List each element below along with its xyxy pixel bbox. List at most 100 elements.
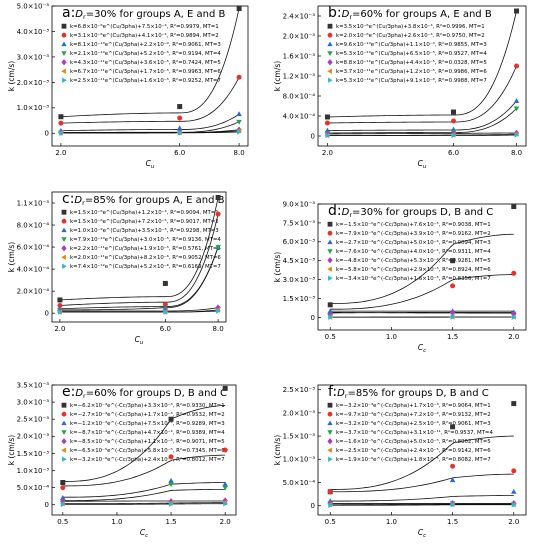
x-tick-label: 6.0 — [448, 149, 459, 157]
fit-curve-1 — [330, 435, 514, 490]
fit-curve-3 — [62, 482, 226, 498]
y-tick-label: 1.5×10⁻³ — [17, 450, 50, 458]
legend-marker-6 — [327, 447, 332, 453]
y-tick-label: 1.0×10⁻³ — [283, 456, 316, 464]
y-tick-label: 0 — [45, 130, 49, 138]
legend-entry-7: k=5.3×10⁻¹²e^(Cu/3pha)+9.1×10⁻⁶, R²=0.99… — [336, 77, 487, 84]
panel-e: 0.5 1.0 1.5 2.0 0 5.0×10⁻⁴ 1.0×10⁻³ 1.5×10⁻³ 2.0… — [7, 381, 237, 539]
plot-frame — [317, 384, 527, 516]
point-mt3 — [449, 477, 456, 483]
point-mt2 — [327, 489, 333, 495]
point-mt7 — [450, 314, 456, 320]
point-mt2 — [511, 468, 517, 474]
legend-entry-7: k=2.5×10⁻¹¹e^(Cu/3pha)+1.6×10⁻⁵, R²=0.92… — [70, 77, 221, 84]
y-tick-label: 2.5×10⁻³ — [17, 416, 50, 424]
fit-curve-2 — [327, 65, 517, 124]
point-mt1 — [215, 195, 221, 201]
y-tick-label: 1.5×10⁻³ — [283, 432, 316, 440]
y-tick-label: 4.0×10⁻⁴ — [17, 266, 50, 274]
legend-entry-4: k=−8.7×10⁻⁴e^(-Cc/3pha)+4.7×10⁻⁴, R²=0.9… — [70, 429, 225, 436]
fit-curve-5 — [327, 132, 517, 135]
legend-entry-7: k=−1.9×10⁻⁶e^(-Cc/3pha)+1.8×10⁻⁵, R²=0.8… — [336, 456, 491, 463]
point-mt7 — [216, 308, 221, 314]
legend-entry-6: k=2.0×10⁻¹¹e^(Cu/3pha)+8.2×10⁻⁶, R²=0.90… — [70, 254, 221, 261]
fit-curves — [327, 10, 517, 136]
legend-marker-5 — [61, 245, 67, 252]
fit-curve-1 — [327, 10, 517, 118]
x-tick-label: 2.0 — [322, 149, 333, 157]
x-tick-label: 1.5 — [447, 518, 458, 526]
legend: k=−3.2×10⁻³e^(-Cc/3pha)+1.7×10⁻³, R²=0.9… — [327, 402, 493, 463]
point-mt2 — [215, 211, 221, 217]
point-mt3 — [60, 495, 66, 500]
y-tick-label: 6.0×10⁻³ — [283, 238, 316, 246]
y-tick-label: 5.0×10⁻⁴ — [283, 479, 316, 487]
point-mt7 — [328, 314, 334, 321]
point-mt1 — [222, 385, 228, 391]
y-tick-label: 0 — [45, 501, 49, 509]
legend-marker-6 — [61, 447, 66, 453]
legend-entry-6: k=3.7×10⁻¹¹e^(Cu/3pha)+1.2×10⁻⁵, R²=0.99… — [336, 68, 487, 75]
x-tick-label: 1.0 — [386, 333, 397, 341]
fit-curves — [60, 8, 240, 134]
point-mt3 — [511, 488, 517, 494]
legend-marker-3 — [327, 420, 333, 426]
legend-entry-4: k=−7.6×10⁻⁴e^(-Cc/3pha)+4.0×10⁻⁴, R²=0.9… — [336, 248, 491, 255]
legend: k=−6.2×10⁻³e^(-Cc/3pha)+3.3×10⁻³, R²=0.9… — [61, 402, 225, 463]
legend-marker-7 — [328, 77, 333, 83]
y-tick-label: 2.0×10⁻³ — [17, 433, 50, 441]
y-tick-label: 1.0×10⁻³ — [17, 467, 50, 475]
x-tick-label: 8.0 — [213, 325, 224, 333]
y-tick-label: 0 — [311, 314, 315, 322]
point-mt2 — [222, 447, 228, 453]
point-mt7 — [169, 501, 174, 507]
point-mt4 — [222, 485, 228, 491]
legend-marker-5 — [327, 438, 333, 445]
legend-marker-2 — [327, 230, 333, 236]
y-tick-label: 8.0×10⁻⁴ — [17, 221, 50, 229]
point-mt7 — [163, 309, 169, 315]
point-mt3 — [222, 481, 228, 487]
panel-b: 2.0 6.0 8.0 0 4.0×10⁻⁴ 8.0×10⁻⁴ 1.2×10⁻³ 1.6×10… — [273, 5, 527, 170]
point-mt2 — [57, 302, 63, 308]
legend-marker-4 — [327, 51, 333, 56]
plot-frame — [51, 384, 237, 516]
point-mt1 — [451, 109, 457, 115]
y-tick-label: 1.2×10⁻³ — [283, 72, 316, 80]
legend-entry-1: k=1.5×10⁻⁶e^(Cu/3pha)+1.2×10⁻⁴, R²=0.909… — [70, 209, 219, 216]
point-mt7 — [325, 132, 331, 139]
x-axis-label: Cu — [135, 335, 144, 346]
point-mt7 — [58, 130, 64, 136]
panel-title: f:Dr=85% for groups D, B and C — [328, 384, 489, 400]
fit-curve-1 — [62, 405, 226, 482]
y-tick-label: 6.0×10⁻⁴ — [17, 243, 50, 251]
legend-entry-7: k=7.4×10⁻¹²e^(Cu/3pha)+5.2×10⁻⁶, R²=0.61… — [70, 263, 221, 270]
legend-marker-7 — [62, 77, 67, 83]
point-mt2 — [236, 74, 242, 80]
point-mt7 — [177, 130, 183, 136]
point-mt2 — [168, 454, 174, 460]
point-mt1 — [511, 204, 517, 210]
x-tick-label: 8.0 — [234, 149, 245, 157]
x-tick-label: 1.0 — [386, 518, 397, 526]
legend-entry-5: k=4.3×10⁻¹¹e^(Cu/3pha)+3.6×10⁻⁵, R²=0.74… — [70, 59, 221, 66]
x-axis-label: Cu — [146, 159, 155, 170]
legend-marker-7 — [328, 456, 333, 462]
point-mt4 — [236, 119, 242, 125]
legend-marker-5 — [61, 438, 67, 445]
y-tick-label: 2.4×10⁻³ — [283, 12, 316, 20]
legend-marker-5 — [61, 59, 67, 66]
legend-entry-2: k=−7.9×10⁻³e^(-Cc/3pha)+3.9×10⁻³, R²=0.9… — [336, 230, 491, 237]
fit-curve-6 — [62, 502, 226, 505]
point-mt3 — [168, 477, 174, 483]
y-tick-label: 9.0×10⁻³ — [283, 200, 316, 208]
legend-marker-7 — [62, 263, 67, 269]
point-mt1 — [514, 8, 520, 14]
legend-marker-6 — [61, 68, 66, 74]
legend-entry-5: k=2.2×10⁻¹¹e^(Cu/3pha)+1.9×10⁻⁵, R²=0.57… — [70, 245, 221, 252]
legend-entry-7: k=−3.4×10⁻⁶e^(-Cc/3pha)+1.6×10⁻⁵, R²=0.8… — [336, 275, 491, 282]
fit-curves — [330, 435, 514, 506]
legend-marker-3 — [61, 227, 67, 233]
fit-curve-5 — [330, 311, 514, 314]
y-tick-label: 2.5×10⁻³ — [283, 386, 316, 394]
